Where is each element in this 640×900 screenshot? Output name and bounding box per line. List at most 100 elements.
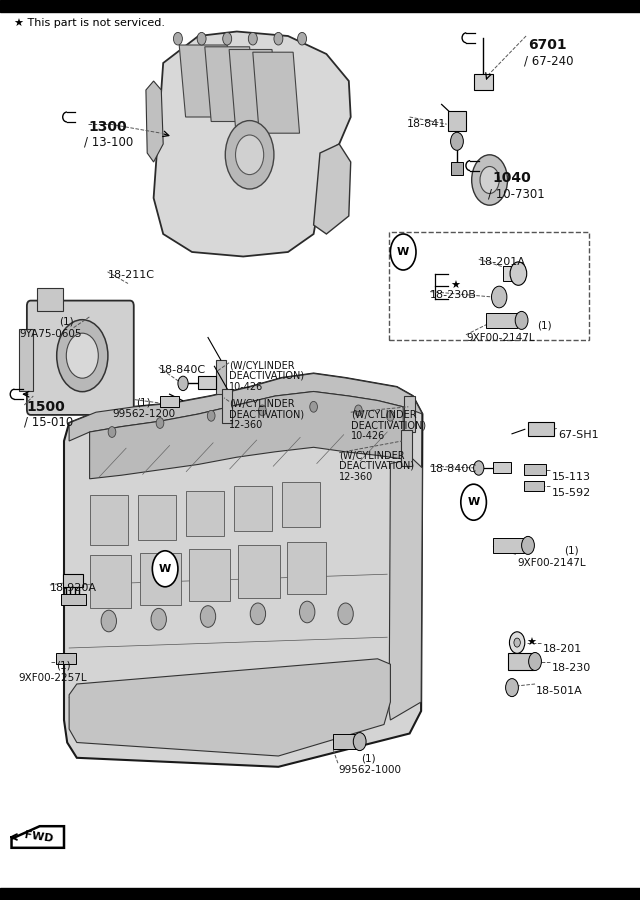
Text: (W/CYLINDER
DEACTIVATION)
10-426: (W/CYLINDER DEACTIVATION) 10-426 — [229, 360, 304, 392]
Circle shape — [67, 333, 99, 378]
Circle shape — [480, 166, 499, 194]
Bar — [493, 538, 524, 553]
Text: 9XF00-2147L: 9XF00-2147L — [517, 558, 586, 568]
Text: FWD: FWD — [23, 830, 54, 844]
Polygon shape — [69, 659, 390, 756]
Circle shape — [223, 32, 232, 45]
Bar — [451, 162, 463, 175]
Bar — [138, 495, 176, 540]
Circle shape — [514, 638, 520, 647]
Circle shape — [152, 551, 178, 587]
Bar — [198, 376, 216, 389]
Text: 15-113: 15-113 — [552, 472, 591, 482]
Bar — [61, 594, 86, 605]
Text: / 15-010: / 15-010 — [24, 416, 74, 428]
Bar — [216, 360, 226, 394]
Bar — [389, 232, 589, 340]
Text: (1): (1) — [362, 753, 376, 763]
Text: (1): (1) — [136, 398, 150, 408]
Circle shape — [207, 410, 215, 421]
Circle shape — [156, 418, 164, 428]
Polygon shape — [154, 32, 351, 256]
Bar — [493, 462, 511, 472]
Circle shape — [200, 606, 216, 627]
Text: 18-840C: 18-840C — [159, 365, 206, 375]
FancyBboxPatch shape — [27, 301, 134, 415]
Text: 9YA75-0605: 9YA75-0605 — [19, 329, 82, 339]
Circle shape — [451, 132, 463, 150]
Circle shape — [178, 376, 188, 391]
Bar — [524, 464, 546, 475]
Polygon shape — [205, 47, 256, 122]
Text: 9XF00-2257L: 9XF00-2257L — [18, 673, 86, 683]
Circle shape — [298, 32, 307, 45]
Text: (1): (1) — [56, 661, 71, 670]
Circle shape — [300, 601, 315, 623]
Circle shape — [506, 679, 518, 697]
Text: 1500: 1500 — [27, 400, 66, 414]
Bar — [234, 486, 272, 531]
Circle shape — [151, 608, 166, 630]
Text: 18-920A: 18-920A — [50, 583, 97, 593]
Bar — [524, 481, 544, 491]
Text: 15-592: 15-592 — [552, 488, 591, 498]
Text: 18-201A: 18-201A — [479, 257, 525, 267]
Circle shape — [522, 536, 534, 554]
Circle shape — [472, 155, 508, 205]
Text: / 10-7301: / 10-7301 — [488, 187, 545, 200]
Bar — [222, 389, 232, 423]
Polygon shape — [12, 826, 64, 848]
Circle shape — [101, 610, 116, 632]
Bar — [333, 734, 358, 749]
Polygon shape — [90, 392, 403, 479]
Polygon shape — [229, 50, 278, 128]
Circle shape — [338, 603, 353, 625]
Text: 99562-1200: 99562-1200 — [112, 409, 175, 419]
Text: (1): (1) — [538, 320, 552, 330]
Text: ★: ★ — [451, 281, 461, 292]
Bar — [189, 549, 230, 601]
Text: (W/CYLINDER
DEACTIVATION)
12-360: (W/CYLINDER DEACTIVATION) 12-360 — [339, 450, 414, 482]
Bar — [404, 396, 415, 432]
Bar — [282, 482, 320, 526]
Bar — [448, 111, 466, 130]
Polygon shape — [146, 81, 163, 162]
Bar — [56, 653, 76, 664]
Bar — [90, 495, 128, 544]
Circle shape — [57, 320, 108, 392]
Circle shape — [173, 32, 182, 45]
Circle shape — [225, 121, 274, 189]
Text: 6701: 6701 — [528, 38, 566, 52]
Bar — [528, 422, 554, 436]
Circle shape — [197, 32, 206, 45]
Polygon shape — [69, 374, 422, 441]
Bar — [508, 653, 534, 670]
Bar — [140, 553, 181, 605]
Text: 18-841: 18-841 — [407, 119, 447, 129]
Bar — [474, 74, 493, 90]
Text: (1): (1) — [564, 545, 579, 555]
Bar — [37, 288, 63, 310]
Text: 1300: 1300 — [88, 120, 127, 134]
Circle shape — [509, 632, 525, 653]
Text: 18-201: 18-201 — [543, 644, 582, 653]
Circle shape — [515, 311, 528, 329]
Text: 9XF00-2147L: 9XF00-2147L — [466, 333, 534, 343]
Text: 18-230: 18-230 — [552, 663, 591, 673]
Circle shape — [250, 603, 266, 625]
Bar — [90, 555, 131, 608]
Polygon shape — [389, 459, 422, 720]
Text: / 13-100: / 13-100 — [84, 136, 134, 149]
Text: 67-SH1: 67-SH1 — [558, 430, 598, 440]
Circle shape — [492, 286, 507, 308]
Text: 18-501A: 18-501A — [536, 686, 583, 696]
Bar — [503, 266, 524, 281]
Text: (W/CYLINDER
DEACTIVATION)
10-426: (W/CYLINDER DEACTIVATION) 10-426 — [351, 410, 426, 441]
Bar — [238, 545, 280, 598]
Text: W: W — [397, 247, 410, 257]
Text: (1): (1) — [59, 317, 74, 327]
Polygon shape — [314, 144, 351, 234]
Bar — [19, 328, 33, 392]
Bar — [287, 542, 326, 594]
Text: / 67-240: / 67-240 — [524, 54, 573, 67]
